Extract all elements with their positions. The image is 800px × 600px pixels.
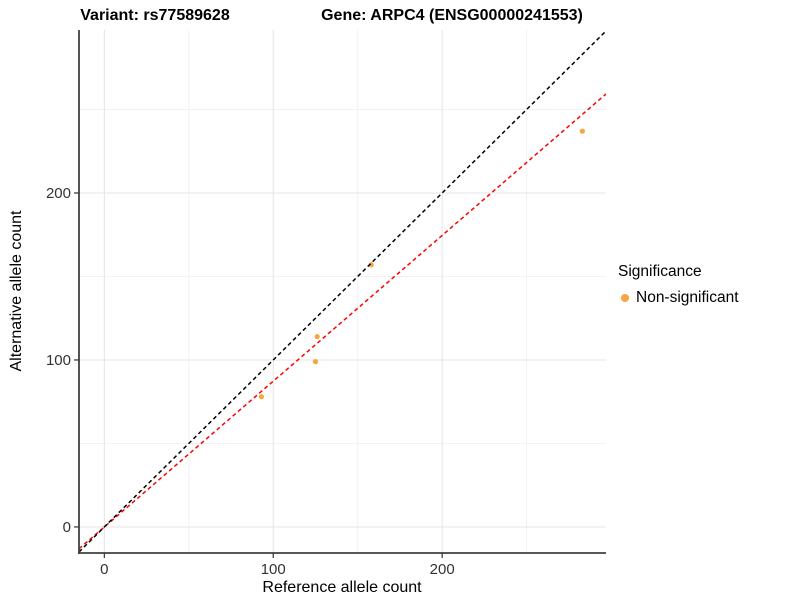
x-tick-label: 200 <box>430 561 455 578</box>
plot-title-gene: Gene: ARPC4 (ENSG00000241553) <box>321 7 583 24</box>
x-tick-label: 0 <box>100 561 108 578</box>
reference-lines <box>79 30 606 553</box>
identity-line <box>79 30 606 553</box>
x-axis-label: Reference allele count <box>262 579 422 596</box>
y-axis-label: Alternative allele count <box>8 210 25 372</box>
plot-title-variant: Variant: rs77589628 <box>80 7 230 24</box>
gridlines <box>79 30 606 553</box>
data-points <box>258 128 585 400</box>
data-point <box>258 394 265 400</box>
data-point <box>312 359 319 365</box>
legend-point-icon <box>621 294 629 302</box>
x-tick-label: 100 <box>261 561 286 578</box>
axes <box>74 30 606 558</box>
y-tick-label: 100 <box>46 352 71 369</box>
y-tick-label: 200 <box>46 185 71 202</box>
legend-item-label: Non-significant <box>636 289 739 306</box>
legend-title: Significance <box>618 263 702 280</box>
data-point <box>314 333 320 340</box>
tick-labels: 0 100 200 0 100 200 <box>46 185 455 578</box>
data-point <box>579 128 585 134</box>
legend: Significance Non-significant <box>617 263 739 307</box>
y-tick-label: 0 <box>63 519 71 536</box>
legend-item-non-significant: Non-significant <box>617 289 739 307</box>
